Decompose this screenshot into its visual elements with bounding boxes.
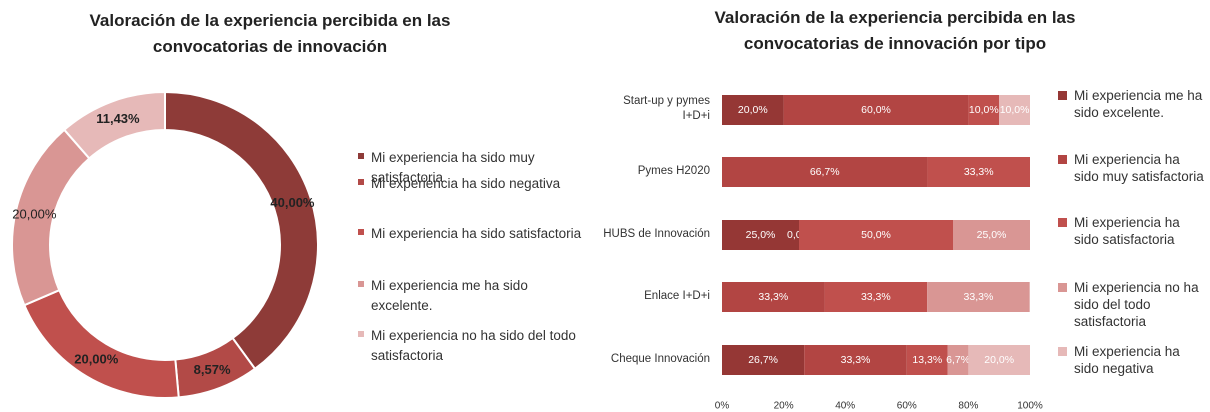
legend-swatch <box>358 331 364 337</box>
data-label: 33,3% <box>758 291 788 303</box>
bar-segment <box>953 220 1030 250</box>
legend-swatch <box>1058 218 1067 227</box>
legend-label: Mi experiencia ha sido muy satisfactoria <box>1074 152 1204 184</box>
legend-swatch <box>1058 155 1067 164</box>
legend-label: Mi experiencia ha sido satisfactoria <box>371 226 582 241</box>
data-label: 20,00% <box>12 207 57 222</box>
data-label: 25,0% <box>746 229 776 241</box>
donut-segment <box>62 90 166 160</box>
bar-segment <box>968 345 1030 375</box>
x-tick-label: 0% <box>715 401 730 412</box>
data-label: 20,0% <box>738 104 768 116</box>
bar-segment <box>799 220 953 250</box>
legend-swatch <box>358 179 364 185</box>
bar-segment <box>722 282 825 312</box>
x-tick-label: 80% <box>958 401 978 412</box>
data-label: 10,0% <box>1000 104 1030 116</box>
data-label: 26,7% <box>748 354 778 366</box>
donut-title: Valoración de la experiencia percibida e… <box>89 11 451 56</box>
legend-label: Mi experiencia no ha sido del todo satis… <box>1074 280 1199 329</box>
data-label: 10,0% <box>969 104 999 116</box>
data-label: 20,00% <box>74 351 119 366</box>
legend-label: Mi experiencia me ha sido excelente. <box>1074 88 1203 120</box>
data-label: 66,7% <box>810 166 840 178</box>
x-tick-label: 60% <box>897 401 917 412</box>
category-label: Cheque Innovación <box>610 353 710 365</box>
bar-segment <box>999 95 1030 125</box>
data-label: 25,0% <box>977 229 1007 241</box>
data-label: 8,57% <box>194 362 231 377</box>
legend-swatch <box>1058 347 1067 356</box>
legend-swatch <box>358 153 364 159</box>
data-label: 11,43% <box>96 111 140 126</box>
legend-label: Mi experiencia me ha sido excelente. <box>371 278 528 313</box>
bar-segment <box>783 95 969 125</box>
legend-swatch <box>358 229 364 235</box>
data-label: 33,3% <box>964 291 994 303</box>
legend-label: Mi experiencia ha sido negativa <box>371 176 561 191</box>
data-label: 6,7% <box>946 354 970 366</box>
bar-segment <box>722 95 784 125</box>
legend-label: Mi experiencia ha sido negativa <box>1074 344 1180 376</box>
bar-segment <box>722 157 928 187</box>
legend-swatch <box>1058 283 1067 292</box>
bar-segment <box>968 95 1000 125</box>
bar-segment <box>927 282 1030 312</box>
legend-label: Mi experiencia no ha sido del todo satis… <box>371 328 576 363</box>
category-label: Enlace I+D+i <box>644 290 710 302</box>
data-label: 40,00% <box>270 195 315 210</box>
bar-segment <box>722 345 805 375</box>
data-label: 33,3% <box>964 166 994 178</box>
bar-title: Valoración de la experiencia percibida e… <box>714 8 1076 53</box>
data-label: 33,3% <box>841 354 871 366</box>
bar-segment <box>947 345 969 375</box>
x-tick-label: 20% <box>774 401 794 412</box>
donut-segment <box>164 90 319 371</box>
legend-swatch <box>358 281 364 287</box>
legend-label: Mi experiencia ha sido muy satisfactoria <box>371 150 535 185</box>
bar-segment <box>804 345 907 375</box>
bar-segment <box>824 282 928 312</box>
data-label: 20,0% <box>984 354 1014 366</box>
data-label: 50,0% <box>861 229 891 241</box>
data-label: 60,0% <box>861 104 891 116</box>
category-label: Pymes H2020 <box>637 165 710 177</box>
x-tick-label: 100% <box>1017 401 1043 412</box>
bar-segment <box>906 345 948 375</box>
donut-segment <box>23 288 180 399</box>
bar-segment <box>722 220 799 250</box>
data-label: 13,3% <box>912 354 942 366</box>
legend-swatch <box>1058 91 1067 100</box>
data-label: 33,3% <box>861 291 891 303</box>
x-tick-label: 40% <box>835 401 855 412</box>
category-label: HUBS de Innovación <box>603 228 710 240</box>
legend-label: Mi experiencia ha sido satisfactoria <box>1074 215 1180 247</box>
category-label: Start-up y pymes I+D+i <box>623 95 710 122</box>
bar-segment <box>927 157 1030 187</box>
